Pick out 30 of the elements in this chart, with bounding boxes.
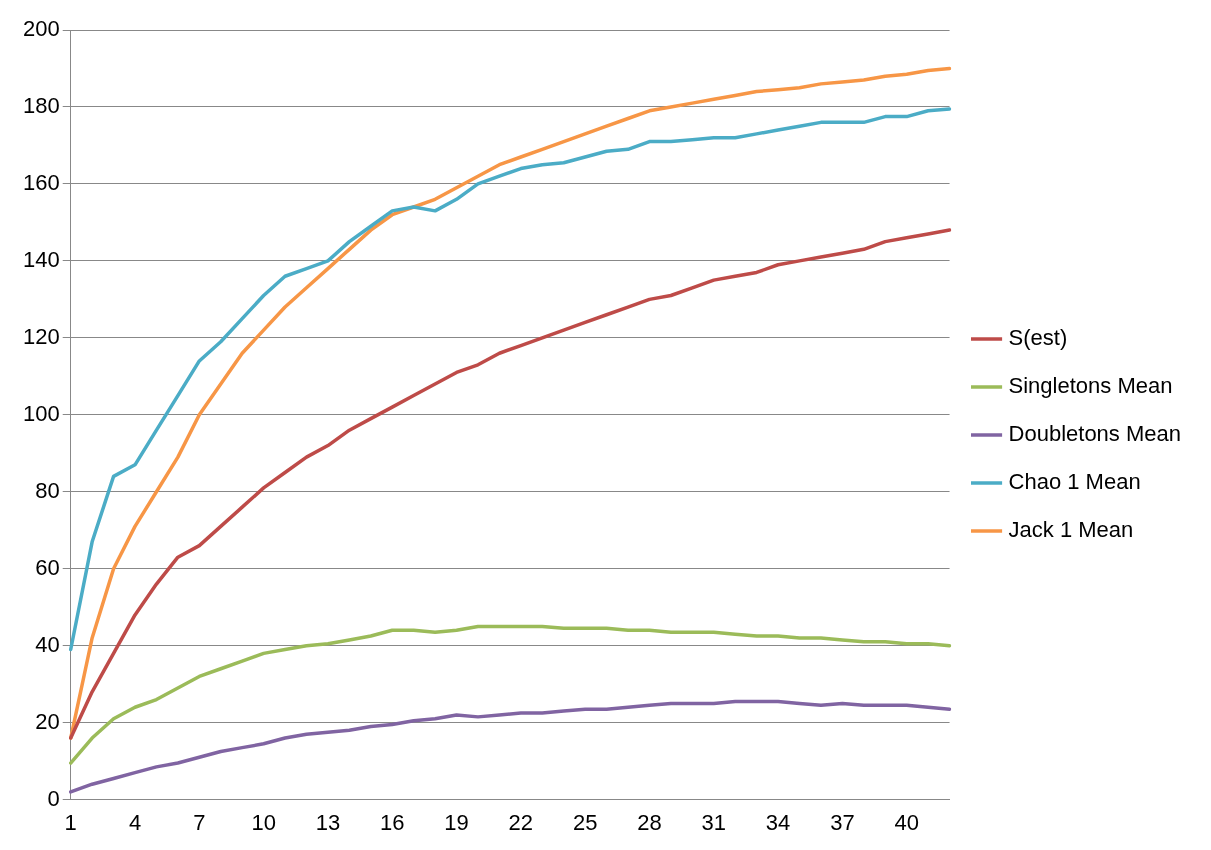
y-tick-label: 0 [47,785,60,811]
x-tick-label: 31 [701,809,727,835]
x-tick-label: 25 [572,809,598,835]
y-tick-label: 20 [35,708,60,734]
x-tick-label: 13 [315,809,341,835]
legend-label: Chao 1 Mean [1008,469,1141,495]
x-tick-label: 7 [193,809,206,835]
x-tick-label: 19 [444,809,469,835]
y-tick-label: 80 [35,477,60,503]
x-tick-label: 37 [830,809,855,835]
x-tick-label: 1 [64,809,77,835]
y-tick-label: 200 [22,16,60,42]
y-tick-label: 40 [35,631,60,657]
x-tick-label: 40 [894,809,919,835]
x-tick-label: 28 [637,809,662,835]
legend-label: Singletons Mean [1008,373,1173,399]
x-tick-label: 22 [508,809,534,835]
legend-label: S(est) [1008,325,1068,351]
x-tick-label: 16 [379,809,405,835]
legend-label: Jack 1 Mean [1008,517,1134,543]
x-tick-label: 4 [128,809,142,835]
y-tick-label: 60 [35,554,60,580]
y-tick-label: 180 [22,93,60,119]
x-tick-label: 34 [765,809,791,835]
x-tick-label: 10 [251,809,276,835]
y-tick-label: 140 [22,246,60,272]
y-tick-label: 120 [22,323,60,349]
y-tick-label: 100 [22,400,60,426]
y-tick-label: 160 [22,169,60,195]
legend-label: Doubletons Mean [1008,421,1182,447]
